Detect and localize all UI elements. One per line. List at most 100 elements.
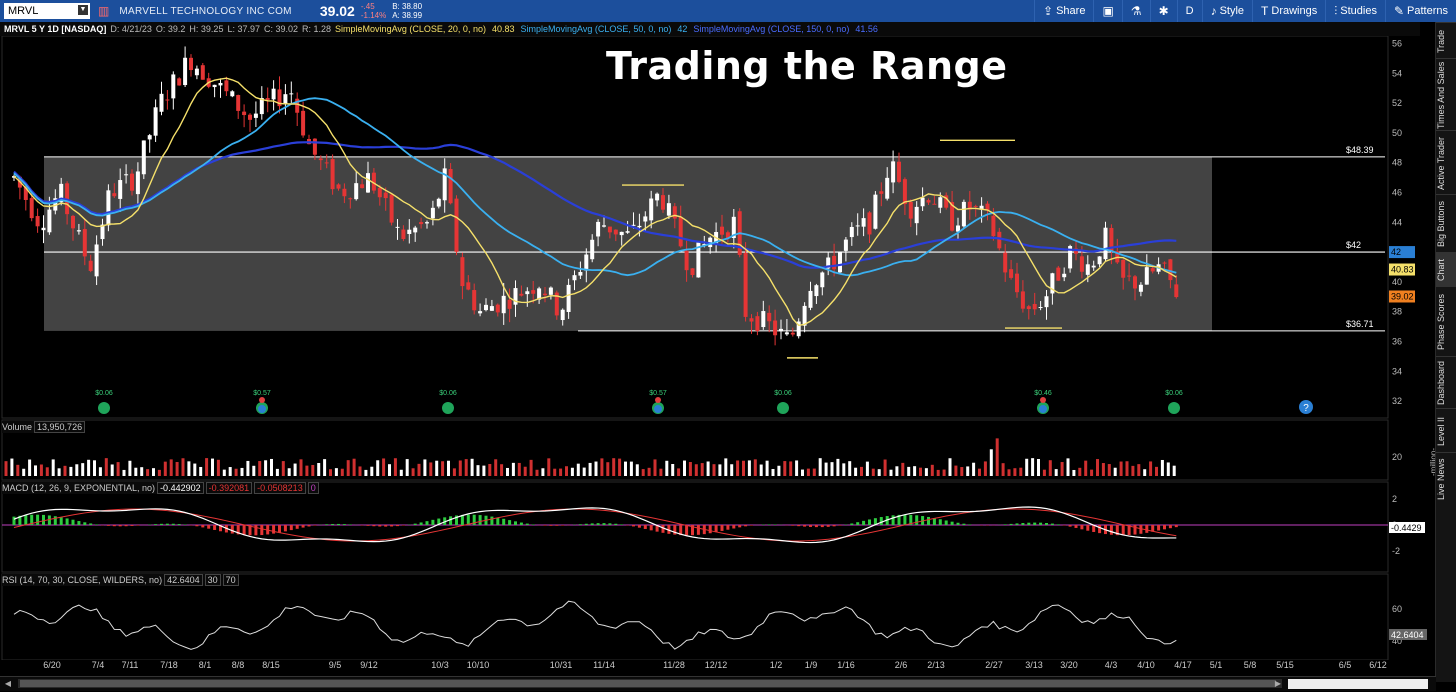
macd-name: MACD (12, 26, 9, EXPONENTIAL, no) xyxy=(2,483,156,493)
volume-bar xyxy=(848,461,852,476)
volume-bar xyxy=(299,459,303,476)
scroll-right-icon[interactable]: ▶ xyxy=(1274,679,1282,688)
candle-body xyxy=(1079,256,1084,272)
volume-bar xyxy=(523,466,527,476)
ma50-label[interactable]: SimpleMovingAvg (CLOSE, 50, 0, no) xyxy=(520,24,672,34)
zoom-area[interactable] xyxy=(1288,679,1428,689)
macd-histogram-bar xyxy=(1145,525,1149,533)
volume-bar xyxy=(860,466,863,476)
x-tick-label: 8/15 xyxy=(262,660,280,670)
macd-histogram-bar xyxy=(242,525,246,535)
bar-open: O: 39.2 xyxy=(155,24,186,34)
volume-bar xyxy=(624,461,627,476)
macd-diff: -0.0508213 xyxy=(254,482,306,494)
macd-histogram-bar xyxy=(449,516,453,525)
macd-histogram-bar xyxy=(496,517,500,525)
volume-bar xyxy=(694,464,698,476)
ma20-label[interactable]: SimpleMovingAvg (CLOSE, 20, 0, no) xyxy=(335,24,486,34)
studies-button[interactable]: ⫶ Studies xyxy=(1325,0,1385,22)
macd-histogram-bar xyxy=(337,523,340,525)
patterns-button[interactable]: ✎ Patterns xyxy=(1384,0,1456,22)
company-name: MARVELL TECHNOLOGY INC COM xyxy=(119,5,292,17)
candle-body xyxy=(631,224,636,226)
volume-bar xyxy=(795,460,799,476)
volume-bar xyxy=(1131,465,1135,476)
tab-live-news[interactable]: Live News xyxy=(1436,452,1456,505)
tab-big-buttons[interactable]: Big Buttons xyxy=(1436,194,1456,253)
volume-bar xyxy=(936,469,940,476)
tab-phase-scores[interactable]: Phase Scores xyxy=(1436,286,1456,357)
range-top-label: $48.39 xyxy=(1346,145,1374,155)
x-tick-label: 9/12 xyxy=(360,660,378,670)
volume-bar xyxy=(641,469,645,476)
symbol-input[interactable]: MRVL ▼ xyxy=(4,3,90,19)
macd-histogram-bar xyxy=(956,522,960,525)
share-button[interactable]: ⇪ Share xyxy=(1034,0,1093,22)
aggregation-label: D xyxy=(1185,5,1194,17)
scroll-left-icon[interactable]: ◀ xyxy=(4,679,12,688)
tab-chart[interactable]: Chart xyxy=(1436,252,1456,287)
volume-bar xyxy=(1066,458,1070,476)
volume-bar xyxy=(930,464,934,476)
tab-dashboard[interactable]: Dashboard xyxy=(1436,356,1456,409)
scroll-thumb[interactable] xyxy=(20,680,1276,687)
chevron-down-icon[interactable]: ▼ xyxy=(78,5,88,15)
volume-bar xyxy=(972,462,976,476)
save-button[interactable]: ▣ xyxy=(1093,0,1121,22)
candle-body xyxy=(242,111,247,116)
candle-body xyxy=(684,250,689,271)
volume-bar xyxy=(529,459,533,476)
volume-bar xyxy=(1172,465,1176,476)
drawings-button[interactable]: T Drawings xyxy=(1252,0,1325,22)
volume-bar xyxy=(193,463,197,476)
volume-bar xyxy=(1031,458,1035,476)
tab-active-trader[interactable]: Active Trader xyxy=(1436,130,1456,195)
style-button[interactable]: ♪ Style xyxy=(1201,0,1252,22)
chart-scrollbar[interactable]: ◀ ▶ xyxy=(0,676,1436,691)
macd-histogram-bar xyxy=(219,525,222,532)
macd-histogram-bar xyxy=(283,525,287,532)
tab-trade[interactable]: Trade xyxy=(1436,22,1456,59)
macd-histogram-bar xyxy=(419,522,423,525)
ma150-label[interactable]: SimpleMovingAvg (CLOSE, 150, 0, no) xyxy=(693,24,850,34)
dividend-label: $0.06 xyxy=(95,390,113,397)
macd-histogram-bar xyxy=(342,524,346,525)
volume-bar xyxy=(116,462,120,476)
volume-bar xyxy=(240,467,244,476)
macd-histogram-bar xyxy=(413,523,417,525)
candle-body xyxy=(1144,267,1149,285)
macd-histogram-bar xyxy=(903,514,907,525)
flask-button[interactable]: ⚗ xyxy=(1121,0,1150,22)
macd-histogram-bar xyxy=(868,519,871,525)
macd-histogram-bar xyxy=(744,525,748,527)
macd-histogram-bar xyxy=(685,525,689,536)
candle-body xyxy=(88,260,93,271)
share-label: Share xyxy=(1056,5,1086,17)
candle-body xyxy=(301,110,306,136)
save-icon: ▣ xyxy=(1102,4,1114,18)
settings-button[interactable]: ✱ xyxy=(1149,0,1177,22)
tab-level-ii[interactable]: Level II xyxy=(1436,408,1456,453)
volume-bar xyxy=(789,461,793,476)
candle-body xyxy=(908,202,913,219)
tab-times-and-sales[interactable]: Times And Sales xyxy=(1436,58,1456,131)
link-icon[interactable]: ▥ xyxy=(98,4,110,18)
volume-bar xyxy=(16,464,20,476)
price-chart[interactable]: $48.39 $42 $36.71 56 54 52 50 48 46 44 42 40 38 36 34 3… xyxy=(0,36,1436,660)
rsi-label: RSI (14, 70, 30, CLOSE, WILDERS, no) 42.… xyxy=(2,574,239,586)
candle-body xyxy=(997,231,1002,249)
macd-histogram-bar xyxy=(673,525,677,535)
macd-histogram-bar xyxy=(826,525,830,527)
candle-body xyxy=(330,158,335,190)
chart-symbol[interactable]: MRVL 5 Y 1D [NASDAQ] xyxy=(4,24,107,34)
aggregation-button[interactable]: D xyxy=(1176,0,1202,22)
macd-histogram-bar xyxy=(1151,525,1155,532)
macd-histogram-bar xyxy=(543,525,547,526)
change-value: -.45 xyxy=(360,2,375,11)
volume-bar xyxy=(435,460,439,476)
volume-bar xyxy=(340,468,344,476)
candle-body xyxy=(236,95,241,111)
earnings-marker-icon xyxy=(258,405,266,413)
candle-body xyxy=(873,194,878,229)
candle-body xyxy=(938,197,943,208)
